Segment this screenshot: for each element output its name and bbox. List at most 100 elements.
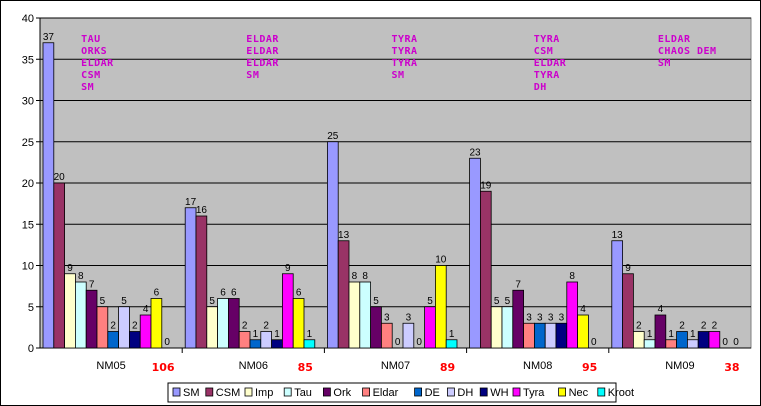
data-label: 8 — [78, 271, 84, 282]
y-tick-label: 30 — [22, 96, 34, 108]
data-label: 6 — [231, 288, 237, 299]
legend-label: Tau — [294, 387, 312, 399]
total-label: 89 — [440, 361, 455, 374]
data-label: 2 — [679, 321, 685, 332]
data-label: 6 — [154, 288, 160, 299]
bar — [469, 157, 481, 349]
legend-label: SM — [183, 387, 200, 399]
annotation-text: CSM — [81, 70, 101, 81]
legend-label: Imp — [255, 387, 273, 399]
bar — [708, 331, 721, 349]
bar — [292, 298, 305, 349]
bar — [370, 306, 382, 349]
annotation-text: ELDAR — [658, 34, 691, 45]
data-label: 3 — [526, 312, 532, 323]
data-label: 13 — [338, 230, 350, 241]
bar — [96, 306, 109, 349]
legend-swatch — [322, 387, 331, 397]
bar — [523, 322, 535, 349]
bar — [139, 314, 152, 349]
legend-swatch — [479, 387, 488, 397]
bar — [380, 322, 393, 349]
bar — [260, 331, 272, 349]
data-label: 1 — [647, 329, 653, 340]
annotation-text: SM — [81, 82, 94, 93]
data-label: 5 — [100, 296, 106, 307]
bar — [128, 331, 141, 349]
bar — [195, 215, 208, 349]
total-label: 85 — [298, 361, 313, 374]
data-label: 9 — [67, 263, 73, 274]
legend-swatch — [172, 387, 181, 397]
annotation-text: SM — [658, 58, 671, 69]
data-label: 37 — [43, 32, 55, 43]
data-label: 6 — [220, 288, 226, 299]
bar — [217, 298, 229, 349]
legend-swatch — [558, 387, 566, 397]
bar — [434, 265, 447, 349]
bar — [622, 273, 634, 349]
annotation-text: SM — [246, 70, 259, 81]
bar — [490, 306, 503, 349]
data-label: 7 — [89, 279, 95, 290]
data-label: 5 — [373, 296, 379, 307]
annotation-text: CHAOS DEM — [658, 46, 717, 57]
category-label: NM08 — [523, 360, 552, 372]
annotation-text: DH — [534, 82, 547, 93]
annotation-text: ELDAR — [246, 46, 279, 57]
legend-label: Tyra — [523, 387, 545, 399]
data-label: 0 — [416, 337, 422, 348]
category-label: NM05 — [96, 360, 125, 372]
bar — [75, 281, 87, 349]
data-label: 3 — [559, 312, 565, 323]
data-label: 17 — [185, 197, 197, 208]
bar — [534, 322, 546, 349]
legend-swatch — [205, 387, 214, 397]
bar — [665, 339, 677, 349]
legend-label: WH — [490, 387, 508, 399]
bar — [281, 273, 294, 349]
data-label: 0 — [722, 337, 728, 348]
data-label: 2 — [242, 321, 248, 332]
data-label: 4 — [143, 304, 149, 315]
data-label: 5 — [505, 296, 511, 307]
annotation-text: TYRA — [392, 34, 418, 45]
category-label: NM06 — [239, 360, 268, 372]
bar — [64, 273, 76, 349]
bar — [238, 331, 251, 349]
bar — [445, 339, 458, 349]
bar — [206, 306, 219, 349]
annotation-text: TYRA — [392, 58, 418, 69]
bar — [271, 339, 283, 349]
annotation-text: ELDAR — [246, 34, 279, 45]
data-label: 9 — [625, 263, 631, 274]
y-tick-label: 20 — [22, 178, 34, 190]
bar — [697, 331, 710, 349]
bar — [227, 298, 240, 349]
annotation-text: ORKS — [81, 46, 107, 57]
bar — [676, 331, 688, 349]
bar — [326, 141, 339, 349]
data-label: 0 — [733, 337, 739, 348]
bar — [633, 331, 645, 349]
data-label: 1 — [307, 329, 313, 340]
legend — [167, 382, 617, 403]
total-label: 38 — [724, 361, 739, 374]
legend-label: Ork — [333, 387, 351, 399]
data-label: 2 — [701, 321, 707, 332]
data-label: 0 — [164, 337, 170, 348]
data-label: 8 — [569, 271, 575, 282]
bar — [512, 289, 524, 349]
bar — [611, 240, 623, 349]
data-label: 1 — [274, 329, 280, 340]
data-label: 3 — [384, 312, 390, 323]
legend-label: CSM — [216, 387, 240, 399]
data-label: 0 — [395, 337, 401, 348]
data-label: 1 — [668, 329, 674, 340]
bar — [42, 42, 55, 349]
bar — [118, 306, 130, 349]
annotation-text: ELDAR — [246, 58, 279, 69]
data-label: 5 — [427, 296, 433, 307]
legend-label: Eldar — [373, 387, 399, 399]
legend-swatch — [283, 387, 292, 397]
